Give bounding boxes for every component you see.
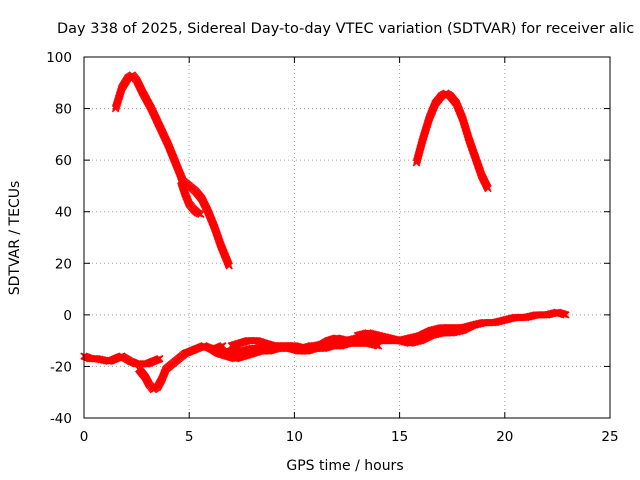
x-tick-label: 25 [601,429,618,445]
x-tick-label: 5 [185,429,194,445]
y-axis-label: SDTVAR / TECUs [7,181,23,296]
data-point [197,210,205,219]
data-point [484,184,492,193]
x-tick-label: 10 [286,429,303,445]
data-point [374,342,383,350]
data-point [219,342,227,350]
series-3 [412,89,492,193]
y-tick-label: 100 [46,50,72,66]
data-point [155,354,164,363]
y-tick-label: -40 [50,411,72,427]
data-point [373,341,381,350]
y-tick-label: 20 [55,256,72,272]
plot-area [80,71,570,394]
data-point [478,319,487,327]
x-tick-label: 20 [496,429,513,445]
data-point [225,262,233,270]
x-tick-label: 15 [391,429,408,445]
grid-lines [84,57,610,418]
y-tick-label: 60 [55,153,72,169]
series-2 [177,177,205,219]
axis-ticks: 0 5 10 15 20 25 -40 -20 0 20 40 60 80 100 [46,50,618,445]
y-tick-label: 0 [63,308,72,324]
chart-title: Day 338 of 2025, Sidereal Day-to-day VTE… [57,21,634,37]
y-tick-label: 80 [55,102,72,118]
y-tick-label: -20 [50,359,72,375]
plot-frame [83,56,611,419]
series-9 [353,318,488,347]
data-point [479,318,488,327]
data-point [562,311,570,319]
series-1 [111,71,233,270]
series-4 [80,352,164,368]
x-axis-label: GPS time / hours [286,458,403,474]
y-tick-label: 40 [55,205,72,221]
x-tick-label: 0 [80,429,89,445]
